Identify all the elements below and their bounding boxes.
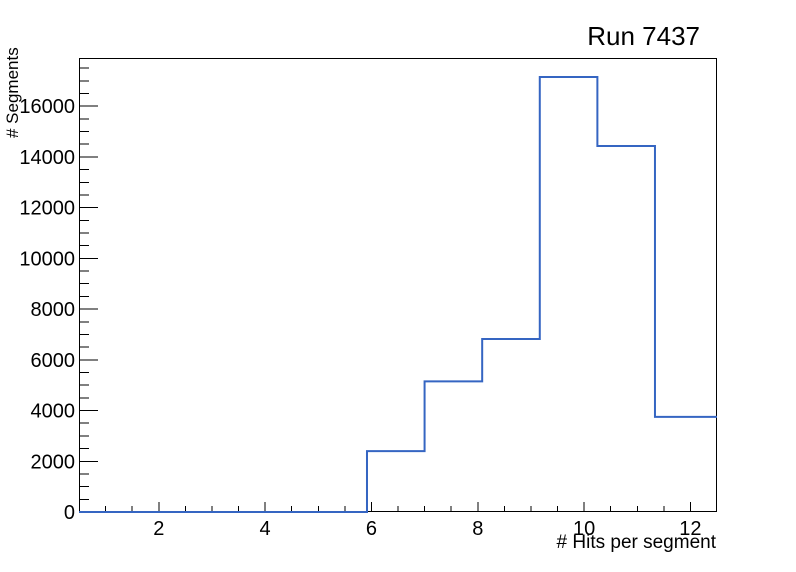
x-tick-label: 10 xyxy=(573,518,595,540)
y-tick-label: 8000 xyxy=(31,299,76,321)
y-tick-label: 16000 xyxy=(19,96,75,118)
x-tick-label: 12 xyxy=(679,518,701,540)
y-tick-label: 12000 xyxy=(19,198,75,220)
x-tick-label: 4 xyxy=(260,518,271,540)
tick-labels: 2 4 6 8 10 12 0 2000 4000 6000 8000 10000 12000 14000… xyxy=(19,96,701,540)
y-axis-title: # Segments xyxy=(3,47,22,138)
x-axis-title: # Hits per segment xyxy=(556,532,716,553)
y-tick-label: 10000 xyxy=(19,248,75,270)
y-axis-ticks xyxy=(80,67,98,513)
plot-border xyxy=(79,58,717,512)
histogram-line xyxy=(79,76,717,513)
y-tick-label: 4000 xyxy=(31,401,76,423)
x-tick-label: 2 xyxy=(153,518,164,540)
x-axis-ticks xyxy=(105,502,691,511)
x-tick-label: 8 xyxy=(472,518,483,540)
y-tick-label: 0 xyxy=(64,502,75,524)
x-tick-label: 6 xyxy=(366,518,377,540)
y-tick-label: 14000 xyxy=(19,147,75,169)
chart-title: Run 7437 xyxy=(587,21,700,51)
y-tick-label: 2000 xyxy=(31,451,76,473)
y-tick-label: 6000 xyxy=(31,350,76,372)
